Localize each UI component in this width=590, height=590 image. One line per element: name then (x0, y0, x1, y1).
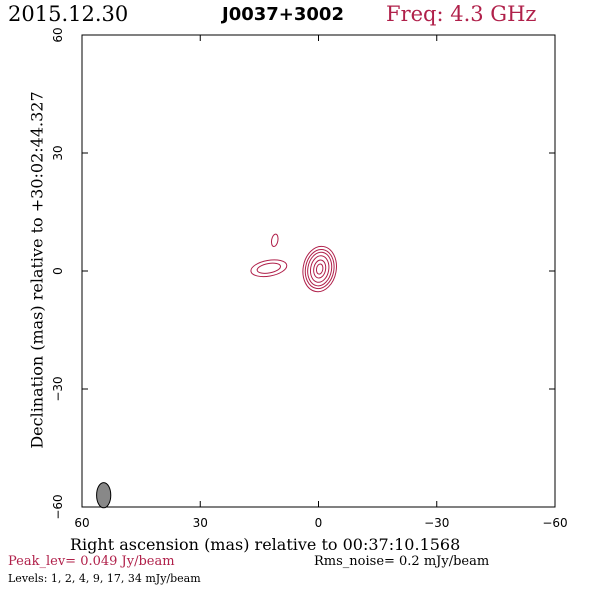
y-tick-label: −60 (51, 494, 65, 519)
contour-core (315, 263, 324, 275)
contour-jet (256, 262, 282, 274)
contour-core (313, 259, 327, 279)
rms-noise-label: Rms_noise= 0.2 mJy/beam (314, 554, 490, 569)
source-name: J0037+3002 (222, 4, 344, 25)
y-axis-label: Declination (mas) relative to +30:02:44.… (27, 91, 47, 449)
observation-date: 2015.12.30 (8, 2, 129, 26)
contour-core (304, 249, 335, 290)
contour-jet (250, 259, 288, 278)
contour-blob (270, 233, 279, 248)
beam-ellipse (96, 482, 112, 509)
y-tick-label: 0 (51, 267, 65, 275)
plot-frame (81, 34, 556, 508)
x-tick-label: −60 (542, 516, 567, 530)
frequency-label: Freq: 4.3 GHz (386, 2, 537, 26)
y-tick-label: −30 (51, 376, 65, 401)
peak-level-label: Peak_lev= 0.049 Jy/beam (8, 554, 175, 569)
x-axis-label: Right ascension (mas) relative to 00:37:… (70, 535, 461, 554)
contour-levels-label: Levels: 1, 2, 4, 9, 17, 34 mJy/beam (8, 572, 201, 585)
x-tick-label: 30 (193, 516, 208, 530)
x-tick-label: −30 (424, 516, 449, 530)
x-tick-label: 0 (315, 516, 323, 530)
y-tick-label: 60 (51, 27, 65, 42)
contour-core (302, 245, 337, 293)
x-tick-label: 60 (74, 516, 89, 530)
y-tick-label: 30 (51, 145, 65, 160)
contour-core (309, 255, 330, 283)
contour-core (307, 251, 333, 287)
